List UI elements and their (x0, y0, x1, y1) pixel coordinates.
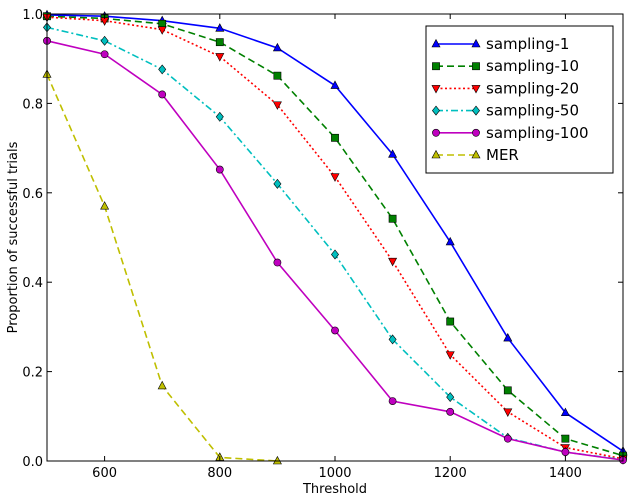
data-point-sampling-1 (560, 407, 570, 417)
data-point-sampling-10 (273, 71, 282, 80)
x-tick-label: 1200 (434, 466, 467, 481)
data-point-sampling-10 (503, 386, 512, 395)
legend-marker (431, 149, 441, 159)
legend-marker (431, 38, 441, 48)
y-axis: 0.0 0.2 0.4 0.6 0.8 1.0 (22, 8, 623, 470)
legend-box (425, 25, 614, 174)
data-point-sampling-100 (158, 90, 167, 99)
x-tick-label: 1000 (318, 466, 351, 481)
data-point-sampling-20 (445, 351, 455, 360)
data-point-sampling-1 (330, 80, 340, 89)
legend-item: sampling-1 (431, 35, 569, 53)
data-point-sampling-20 (503, 408, 513, 417)
data-point-sampling-50 (158, 64, 167, 75)
data-point-sampling-100 (273, 258, 282, 267)
legend-label: sampling-10 (486, 57, 579, 75)
series-sampling-100 (43, 36, 627, 465)
data-point-sampling-1 (215, 23, 225, 32)
legend-marker (432, 62, 440, 71)
y-tick-label: 0.0 (22, 455, 43, 470)
legend-item: sampling-50 (432, 102, 579, 120)
data-point-sampling-1 (272, 42, 282, 52)
data-point-sampling-100 (100, 50, 109, 59)
series-line-MER (46, 74, 278, 462)
x-tick-label: 1400 (549, 466, 582, 481)
y-tick-label: 0.4 (22, 276, 43, 291)
data-point-sampling-1 (388, 149, 398, 158)
x-tick-label: 800 (207, 466, 232, 481)
legend-item: sampling-20 (431, 79, 579, 97)
legend-marker (432, 128, 440, 137)
data-point-sampling-10 (331, 133, 339, 142)
data-point-sampling-100 (503, 434, 512, 443)
data-point-sampling-100 (446, 407, 455, 416)
legend-label: sampling-100 (486, 124, 589, 142)
data-point-sampling-20 (388, 257, 398, 267)
legend-item: MER (431, 146, 519, 164)
data-point-sampling-100 (331, 326, 339, 335)
legend-marker (471, 149, 481, 159)
data-point-sampling-10 (215, 38, 224, 47)
data-point-sampling-50 (446, 392, 455, 403)
data-point-MER (272, 455, 282, 465)
series-MER (42, 69, 282, 465)
data-point-sampling-100 (215, 165, 224, 174)
legend-marker (472, 128, 480, 137)
data-point-sampling-20 (330, 173, 340, 182)
data-point-sampling-10 (446, 317, 455, 326)
x-axis-label: Threshold (302, 482, 367, 497)
legend-marker (471, 85, 481, 94)
y-tick-label: 0.6 (22, 187, 43, 202)
data-point-sampling-10 (561, 434, 570, 443)
data-point-sampling-20 (215, 53, 225, 62)
data-point-sampling-100 (561, 448, 570, 456)
data-point-sampling-50 (215, 111, 224, 122)
data-point-sampling-50 (273, 178, 282, 189)
legend-marker (472, 105, 480, 116)
x-tick-label: 600 (92, 466, 117, 481)
y-tick-label: 1.0 (22, 8, 43, 23)
y-tick-label: 0.8 (22, 97, 43, 112)
legend-item: sampling-100 (432, 124, 589, 142)
data-point-sampling-1 (503, 332, 513, 342)
legend-marker (472, 62, 480, 71)
plot-marks (42, 9, 628, 465)
legend: sampling-1 sampling-10 sampling-20 sampling… (425, 25, 614, 174)
legend-label: sampling-20 (486, 79, 579, 97)
legend-label: MER (486, 146, 519, 164)
data-point-sampling-1 (445, 236, 455, 246)
data-point-MER (100, 201, 110, 210)
legend-label: sampling-50 (486, 102, 579, 120)
data-point-sampling-20 (272, 101, 282, 110)
data-point-sampling-50 (100, 35, 109, 46)
x-axis: 600 800 1000 1200 1400 (92, 14, 582, 481)
data-point-sampling-50 (331, 249, 339, 260)
data-point-sampling-100 (388, 397, 397, 406)
legend-marker (431, 85, 441, 94)
data-point-sampling-10 (388, 214, 397, 223)
legend-marker (471, 38, 481, 48)
legend-label: sampling-1 (486, 35, 569, 53)
y-axis-label: Proportion of successful trials (6, 141, 21, 333)
legend-marker (432, 105, 440, 116)
data-point-sampling-50 (388, 334, 397, 345)
y-tick-label: 0.2 (22, 366, 43, 381)
data-point-sampling-20 (157, 26, 167, 35)
data-point-MER (157, 380, 167, 390)
legend-item: sampling-10 (432, 57, 579, 75)
